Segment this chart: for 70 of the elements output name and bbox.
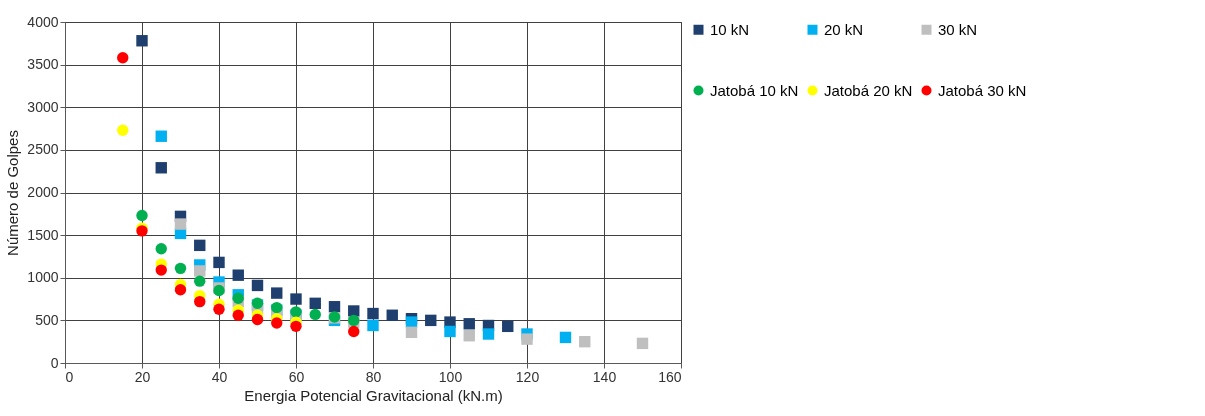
x-tick-label: 100 <box>438 368 463 385</box>
point <box>155 243 167 255</box>
point <box>213 256 225 269</box>
point <box>194 239 206 252</box>
y-tick-label: 3500 <box>27 56 59 73</box>
point <box>482 328 495 340</box>
point <box>136 35 148 47</box>
point <box>636 337 649 350</box>
y-tick-label: 4000 <box>27 13 59 30</box>
point <box>579 335 591 348</box>
point <box>290 320 302 333</box>
point <box>155 264 167 276</box>
point <box>290 293 302 305</box>
point <box>194 265 206 277</box>
x-tick-label: 40 <box>211 368 228 385</box>
point <box>174 284 187 296</box>
point <box>309 308 321 321</box>
point <box>251 279 264 292</box>
x-tick-label: 60 <box>288 368 305 385</box>
point <box>232 309 244 321</box>
point <box>155 130 167 142</box>
point <box>309 297 321 310</box>
point <box>405 326 418 339</box>
point <box>559 331 572 344</box>
point <box>348 325 360 338</box>
legend-label: 10 kN <box>710 20 750 38</box>
x-tick-label: 120 <box>515 368 540 385</box>
point <box>463 318 475 330</box>
point <box>367 307 379 320</box>
x-tick-label: 0 <box>65 368 74 385</box>
legend-label: Jatobá 20 kN <box>824 81 913 99</box>
y-tick-label: 1000 <box>27 269 59 286</box>
point <box>425 314 437 327</box>
x-tick-label: 20 <box>134 368 151 385</box>
point <box>521 333 533 345</box>
point <box>155 162 167 174</box>
point <box>174 262 187 275</box>
point <box>405 316 418 328</box>
point <box>251 313 264 326</box>
x-axis-title: Energia Potencial Gravitacional (kN.m) <box>244 386 503 404</box>
point <box>271 287 283 299</box>
y-tick-label: 1500 <box>27 226 59 243</box>
point <box>502 320 514 333</box>
point <box>194 295 206 308</box>
y-tick-label: 2500 <box>27 141 59 158</box>
point <box>117 52 129 64</box>
x-tick-label: 140 <box>592 368 617 385</box>
y-tick-label: 500 <box>35 311 59 328</box>
point <box>386 309 398 321</box>
point <box>444 325 456 338</box>
point <box>194 275 206 287</box>
point <box>117 124 129 136</box>
legend-label: 20 kN <box>824 20 864 38</box>
point <box>136 209 148 222</box>
x-tick-label: 160 <box>658 368 682 385</box>
point <box>367 319 379 332</box>
point <box>174 218 187 230</box>
legend-label: 30 kN <box>938 20 978 38</box>
point <box>463 330 475 342</box>
point <box>232 269 244 281</box>
point <box>213 303 225 315</box>
x-tick-label: 80 <box>365 368 382 385</box>
y-tick-label: 0 <box>50 354 59 371</box>
y-tick-label: 2000 <box>27 184 59 200</box>
point <box>328 301 341 313</box>
point <box>271 317 283 329</box>
legend-label: Jatobá 30 kN <box>938 81 1027 99</box>
y-axis-title: Número de Golpes <box>4 130 22 256</box>
y-tick-label: 3000 <box>27 98 59 115</box>
legend-label: Jatobá 10 kN <box>710 81 799 99</box>
